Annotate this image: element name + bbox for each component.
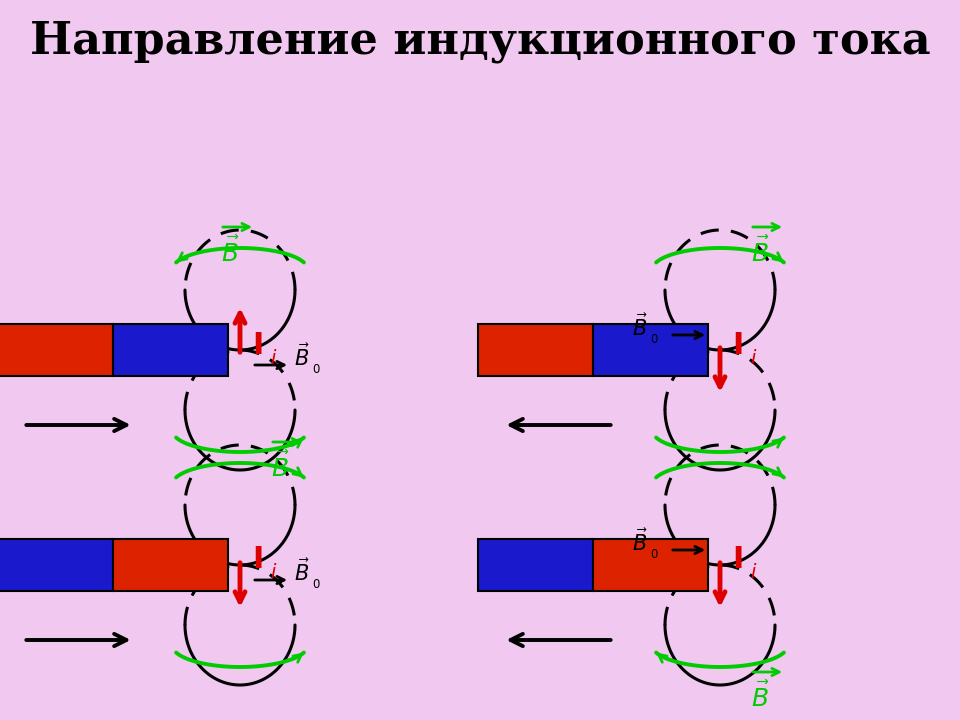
Text: $\mathbf{I}$: $\mathbf{I}$ xyxy=(732,330,742,359)
Text: $\vec{B}$: $\vec{B}$ xyxy=(272,452,290,482)
Text: $i$: $i$ xyxy=(750,564,757,582)
Bar xyxy=(478,539,593,591)
Text: $_0$: $_0$ xyxy=(650,328,659,346)
Bar xyxy=(0,539,113,591)
Text: $i$: $i$ xyxy=(750,348,757,367)
Text: $\mathbf{I}$: $\mathbf{I}$ xyxy=(252,330,262,359)
Text: $i$: $i$ xyxy=(270,564,277,582)
Text: $i$: $i$ xyxy=(270,348,277,367)
Text: $_0$: $_0$ xyxy=(312,573,321,591)
Bar xyxy=(478,324,593,376)
Text: $\mathbf{I}$: $\mathbf{I}$ xyxy=(252,546,262,575)
Text: $\vec{B}$: $\vec{B}$ xyxy=(294,559,310,585)
Text: $\vec{B}$: $\vec{B}$ xyxy=(222,237,240,267)
Text: $_0$: $_0$ xyxy=(312,358,321,376)
Text: $\vec{B}$: $\vec{B}$ xyxy=(752,682,770,712)
Bar xyxy=(113,539,228,591)
Text: $\mathbf{I}$: $\mathbf{I}$ xyxy=(732,546,742,575)
Bar xyxy=(0,324,113,376)
Text: $_0$: $_0$ xyxy=(650,543,659,561)
Text: $\vec{B}$: $\vec{B}$ xyxy=(294,343,310,370)
Bar xyxy=(593,539,708,591)
Text: Направление индукционного тока: Направление индукционного тока xyxy=(30,20,930,63)
Text: $\vec{B}$: $\vec{B}$ xyxy=(632,528,648,555)
Text: $\vec{B}$: $\vec{B}$ xyxy=(632,314,648,341)
Bar xyxy=(593,324,708,376)
Bar xyxy=(113,324,228,376)
Text: $\vec{B}$: $\vec{B}$ xyxy=(752,237,770,267)
